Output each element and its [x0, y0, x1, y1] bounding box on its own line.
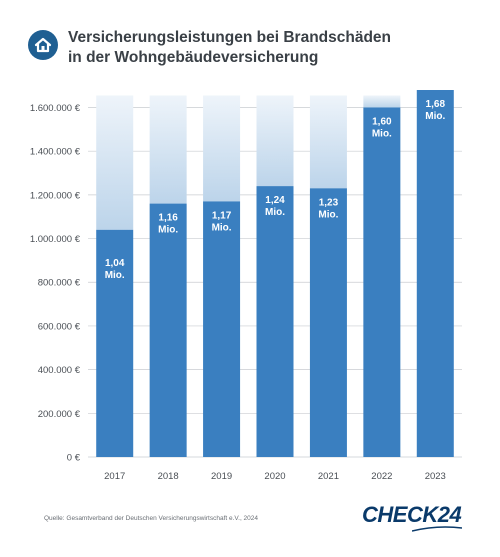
bar-value-label: Mio. [372, 128, 392, 139]
x-tick-label: 2023 [425, 471, 446, 482]
bar-value-label: 1,23 [319, 197, 339, 208]
x-tick-label: 2019 [211, 471, 232, 482]
x-tick-label: 2020 [264, 471, 285, 482]
bar [309, 188, 347, 457]
bar-value-label: Mio. [105, 270, 125, 281]
x-tick-label: 2022 [371, 471, 392, 482]
y-axis-labels: 0 € 200.000 € 400.000 € 600.000 € 800.000 € 1… [30, 103, 81, 464]
bar [96, 229, 134, 457]
bar-value-label: 1,68 [426, 99, 446, 110]
logo-text: CHECK24 [362, 502, 462, 527]
chart-header: Versicherungsleistungen bei Brandschäden… [28, 28, 468, 76]
bar-value-label: 1,17 [212, 210, 232, 221]
ghost-bar [363, 95, 401, 108]
bar-value-label: Mio. [265, 207, 285, 218]
bar [363, 107, 401, 457]
ghost-bars [96, 95, 401, 230]
chart-title-line2: in der Wohngebäudeversicherung [68, 49, 319, 66]
home-badge [28, 30, 58, 60]
bar-value-label: 1,04 [105, 258, 125, 269]
chart-area: 0 € 200.000 € 400.000 € 600.000 € 800.000 € 1… [0, 80, 500, 500]
bar-value-labels: 1,04Mio.1,16Mio.1,17Mio.1,24Mio.1,23Mio.… [105, 99, 446, 281]
y-tick-label: 800.000 € [38, 278, 81, 289]
y-tick-label: 1.400.000 € [30, 147, 81, 158]
bar-value-label: 1,24 [265, 195, 285, 206]
y-tick-label: 1.200.000 € [30, 190, 81, 201]
ghost-bar [203, 95, 241, 202]
bar [416, 90, 454, 457]
y-tick-label: 400.000 € [38, 365, 81, 376]
bar-value-label: Mio. [158, 225, 178, 236]
ghost-bar [149, 95, 187, 204]
x-tick-label: 2018 [158, 471, 179, 482]
bar-value-label: Mio. [425, 111, 445, 122]
ghost-bar [309, 95, 347, 189]
chart-title-line1: Versicherungsleistungen bei Brandschäden [68, 29, 392, 46]
y-tick-label: 200.000 € [38, 409, 81, 420]
bar-chart: 0 € 200.000 € 400.000 € 600.000 € 800.000 € 1… [30, 90, 462, 482]
check24-logo: CHECK24 [362, 502, 472, 532]
home-icon [34, 37, 52, 53]
logo-swoosh-icon [412, 526, 462, 532]
bar [203, 201, 241, 457]
bars [96, 90, 454, 457]
bar [256, 186, 294, 457]
ghost-bar [256, 95, 294, 187]
bar-value-label: 1,60 [372, 116, 392, 127]
bar [149, 203, 187, 457]
x-tick-label: 2017 [104, 471, 125, 482]
source-note: Quelle: Gesamtverband der Deutschen Vers… [44, 515, 259, 522]
chart-title: Versicherungsleistungen bei Brandschäden… [68, 28, 391, 68]
y-tick-label: 1.600.000 € [30, 103, 81, 114]
ghost-bar [96, 95, 134, 230]
bar-value-label: Mio. [318, 209, 338, 220]
x-tick-label: 2021 [318, 471, 339, 482]
y-tick-label: 0 € [67, 453, 81, 464]
bar-value-label: 1,16 [158, 213, 178, 224]
y-tick-label: 600.000 € [38, 321, 81, 332]
y-tick-label: 1.000.000 € [30, 234, 81, 245]
x-axis-labels: 2017 2018 2019 2020 2021 2022 2023 [104, 471, 446, 482]
bar-value-label: Mio. [212, 222, 232, 233]
